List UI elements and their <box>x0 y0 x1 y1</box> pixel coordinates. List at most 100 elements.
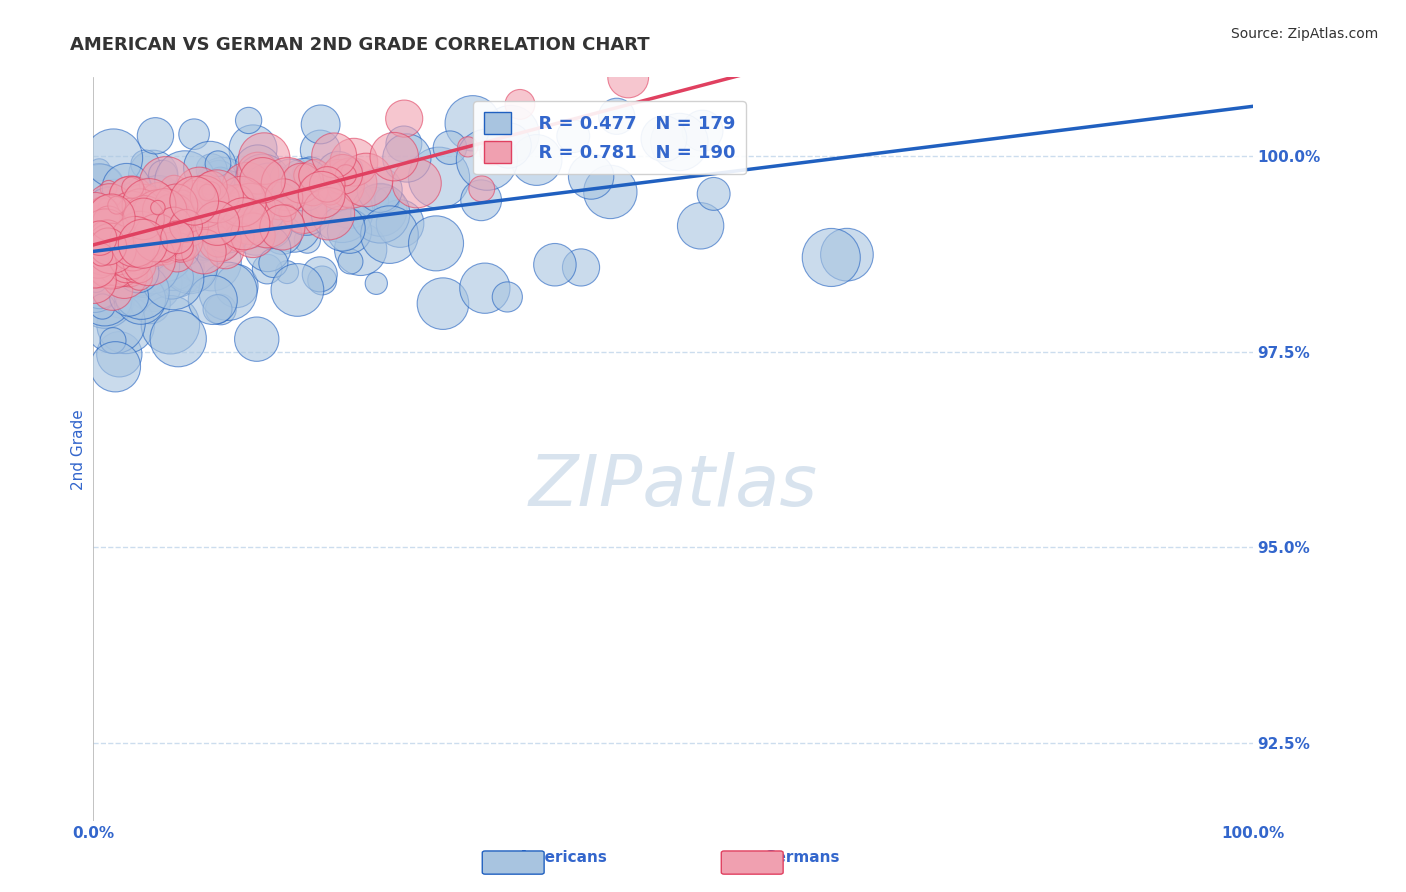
Point <box>118 253 141 268</box>
Point <box>105 198 128 212</box>
Point <box>90 181 112 195</box>
Point <box>209 218 232 232</box>
Point <box>176 247 198 261</box>
Point <box>134 211 156 225</box>
Point <box>155 246 177 260</box>
Point <box>120 192 142 206</box>
Point <box>101 221 124 235</box>
Point <box>110 256 132 270</box>
Point <box>211 177 233 191</box>
Point <box>108 213 131 227</box>
Point <box>276 265 298 279</box>
Point <box>225 279 247 293</box>
Point <box>252 173 274 187</box>
Point <box>332 168 354 182</box>
Point <box>142 276 165 290</box>
Point <box>117 188 139 202</box>
Point <box>304 169 326 183</box>
Point <box>652 131 675 145</box>
Point <box>323 148 346 162</box>
Point <box>96 219 118 233</box>
Point <box>209 302 232 317</box>
Point <box>96 252 118 266</box>
Point <box>132 271 155 285</box>
Point <box>330 204 353 219</box>
Point <box>271 227 294 242</box>
Point <box>134 157 156 171</box>
Point <box>127 261 149 276</box>
Point <box>703 186 725 201</box>
Point <box>138 252 160 266</box>
Legend:   R = 0.477   N = 179,   R = 0.781   N = 190: R = 0.477 N = 179, R = 0.781 N = 190 <box>474 102 747 174</box>
Point <box>101 283 124 297</box>
Point <box>125 252 148 267</box>
Point <box>471 182 494 196</box>
Point <box>160 229 183 244</box>
Point <box>215 190 238 204</box>
Point <box>160 270 183 285</box>
Point <box>236 180 259 194</box>
Point <box>108 230 131 244</box>
Point <box>114 223 136 237</box>
Point <box>107 232 129 246</box>
Point <box>136 248 159 262</box>
Point <box>100 256 122 270</box>
Point <box>150 218 173 232</box>
Point <box>120 250 142 264</box>
Point <box>121 252 143 267</box>
Point <box>83 274 105 288</box>
Point <box>129 293 152 307</box>
Point <box>90 230 112 244</box>
Point <box>157 230 180 244</box>
Point <box>115 257 138 271</box>
Point <box>200 184 222 198</box>
Point <box>132 236 155 251</box>
Point <box>370 202 392 217</box>
Point <box>93 243 115 257</box>
Point <box>309 143 332 157</box>
Point <box>208 233 231 247</box>
Point <box>180 260 202 275</box>
Point <box>395 151 418 165</box>
Point <box>97 182 120 196</box>
Point <box>252 174 274 188</box>
Point <box>94 237 117 252</box>
Point <box>368 183 391 197</box>
Point <box>207 235 229 249</box>
Point <box>112 262 135 277</box>
Point <box>470 194 492 208</box>
Point <box>239 195 262 210</box>
Point <box>104 316 127 330</box>
Point <box>238 113 260 128</box>
Point <box>96 257 118 271</box>
Point <box>366 277 388 291</box>
Point <box>461 116 484 130</box>
Point <box>107 247 129 261</box>
Point <box>205 189 228 203</box>
Point <box>100 242 122 256</box>
Point <box>343 155 366 169</box>
Point <box>100 228 122 243</box>
Text: ZIPatlas: ZIPatlas <box>529 452 817 521</box>
Point <box>562 129 585 144</box>
Point <box>474 281 496 295</box>
Point <box>308 268 330 282</box>
Point <box>83 256 105 270</box>
Point <box>98 204 121 219</box>
Point <box>269 194 291 208</box>
Point <box>259 219 281 233</box>
Point <box>89 252 111 267</box>
Point <box>173 242 195 256</box>
Point <box>132 211 155 226</box>
Point <box>132 268 155 283</box>
Point <box>86 243 108 257</box>
Point <box>138 198 160 212</box>
Point <box>120 211 142 226</box>
Point <box>246 332 269 346</box>
Point <box>375 193 398 207</box>
Point <box>295 203 318 218</box>
Point <box>117 238 139 252</box>
Point <box>173 210 195 224</box>
Point <box>174 219 197 233</box>
Point <box>201 293 224 307</box>
